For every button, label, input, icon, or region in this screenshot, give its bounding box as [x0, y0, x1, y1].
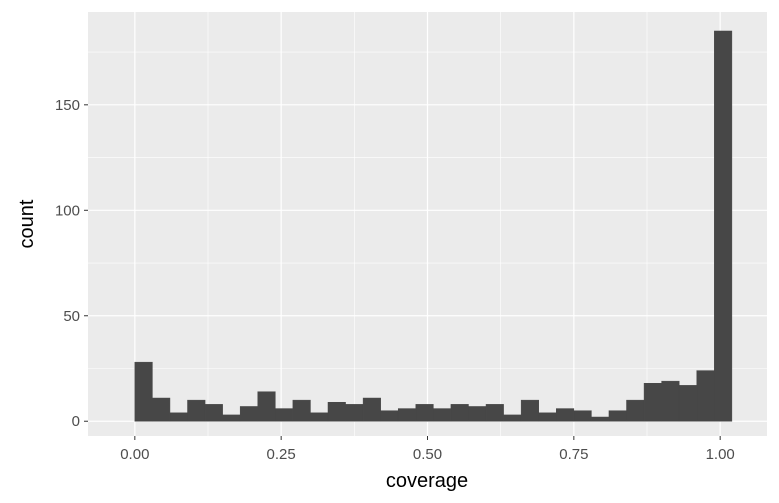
histogram-bar — [485, 404, 504, 422]
histogram-bar — [204, 404, 223, 422]
histogram-bar — [696, 370, 715, 422]
x-tick-label: 0.25 — [267, 446, 296, 463]
histogram-bar — [678, 385, 698, 422]
histogram-bar — [591, 416, 610, 422]
histogram-bar — [327, 401, 346, 422]
histogram-bar — [626, 399, 645, 422]
histogram-bar — [380, 410, 399, 422]
y-axis: 0 50 100 150 — [55, 97, 88, 430]
histogram-bar — [152, 397, 171, 422]
histogram-bar — [362, 397, 381, 422]
histogram-bar — [520, 399, 539, 422]
y-tick-label: 50 — [63, 308, 80, 325]
histogram-bar — [415, 404, 434, 422]
histogram-bar — [345, 404, 364, 422]
histogram-bar — [275, 408, 294, 422]
x-tick-label: 0.50 — [413, 446, 442, 463]
histogram-bar — [661, 380, 680, 422]
histogram-bar — [222, 414, 241, 422]
histogram-bar — [538, 412, 557, 422]
histogram-bar — [573, 410, 592, 422]
y-tick-label: 0 — [72, 413, 80, 430]
histogram-bar — [397, 408, 417, 422]
x-tick-label: 1.00 — [706, 446, 735, 463]
y-tick-label: 150 — [55, 97, 80, 114]
histogram-bar — [239, 406, 258, 422]
histogram-bar — [187, 399, 206, 422]
histogram-bar — [468, 406, 487, 422]
histogram-bar — [450, 404, 469, 422]
y-axis-title: count — [16, 199, 38, 248]
histogram-bar — [292, 399, 311, 422]
histogram-bar — [556, 408, 575, 422]
x-axis: 0.00 0.25 0.50 0.75 1.00 — [120, 436, 735, 463]
histogram-bar — [433, 408, 452, 422]
histogram-bar — [134, 361, 153, 422]
histogram-bars — [134, 30, 733, 422]
y-tick-label: 100 — [55, 202, 80, 219]
histogram-bar — [643, 383, 662, 422]
x-tick-label: 0.00 — [120, 446, 149, 463]
x-axis-title: coverage — [386, 470, 468, 492]
x-tick-label: 0.75 — [559, 446, 588, 463]
histogram-bar — [503, 414, 522, 422]
histogram-bar — [714, 30, 733, 422]
histogram-bar — [257, 391, 276, 422]
histogram-bar — [310, 412, 329, 422]
histogram-bar — [169, 412, 188, 422]
histogram-bar — [608, 410, 627, 422]
